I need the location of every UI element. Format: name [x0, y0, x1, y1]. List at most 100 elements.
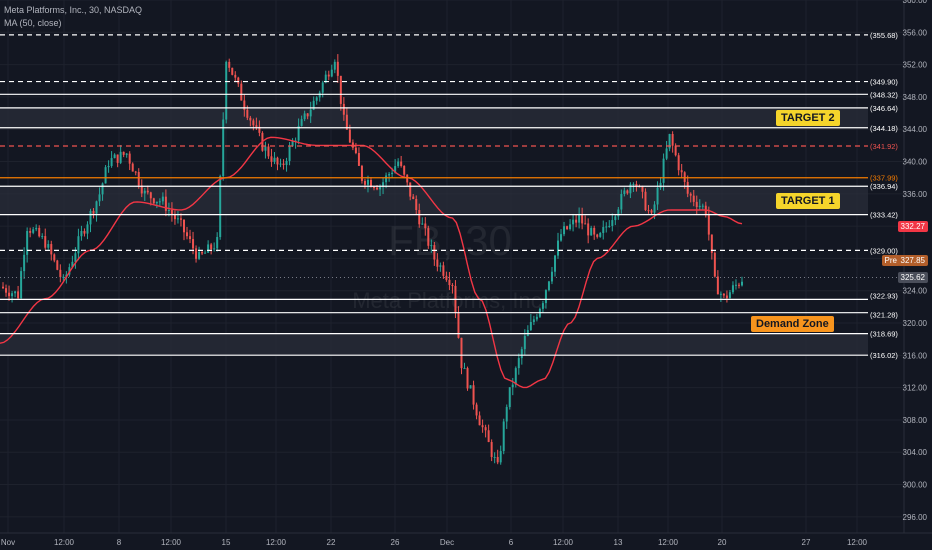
candle-body — [490, 442, 493, 458]
candle-body — [240, 83, 243, 101]
x-tick-label: 12:00 — [658, 538, 679, 547]
candle-body — [116, 154, 119, 163]
candle-body — [547, 281, 550, 291]
time-axis[interactable]: Nov 12:00 8 12:00 15 12:00 22 26 Dec 6 12:00 13 12:0… — [1, 538, 868, 547]
candle-body — [56, 260, 59, 270]
candle-body — [110, 158, 113, 166]
candle-body — [593, 227, 596, 235]
candle-body — [611, 220, 614, 226]
candle-body — [2, 286, 5, 289]
candle-body — [466, 368, 469, 389]
candle-body — [252, 120, 255, 126]
candle-body — [695, 201, 698, 208]
candle-body — [35, 227, 38, 230]
level-label: (344.18) — [870, 124, 898, 133]
candle-body — [662, 158, 665, 183]
candle-body — [258, 126, 261, 133]
candle-body — [255, 125, 258, 127]
candle-body — [270, 156, 273, 162]
candle-body — [47, 244, 50, 248]
level-label: (349.90) — [870, 78, 898, 87]
candle-body — [599, 233, 602, 237]
candle-body — [26, 231, 29, 255]
candle-body — [83, 231, 86, 234]
candle-body — [575, 219, 578, 223]
candle-body — [20, 271, 23, 299]
candle-body — [101, 183, 104, 195]
candle-body — [291, 141, 294, 147]
x-tick-label: 12:00 — [54, 538, 75, 547]
watermark-symbol: FB, 30 — [388, 217, 512, 264]
y-tick-label: 304.00 — [903, 448, 928, 457]
x-tick-label: Dec — [440, 538, 454, 547]
candle-body — [237, 77, 240, 84]
candle-body — [737, 284, 740, 286]
candle-body — [134, 171, 137, 173]
candle-body — [376, 187, 379, 190]
candle-body — [427, 228, 430, 246]
candle-body — [578, 214, 581, 223]
candle-body — [605, 226, 608, 228]
x-tick-label: 20 — [718, 538, 727, 547]
candle-body — [511, 384, 514, 388]
level-label: (333.42) — [870, 211, 898, 220]
candle-body — [659, 182, 662, 188]
candle-body — [644, 191, 647, 211]
candle-body — [587, 223, 590, 236]
demand-zone-tag: Demand Zone — [751, 316, 834, 332]
candle-body — [282, 163, 285, 165]
candle-body — [131, 163, 134, 172]
zone-band — [0, 107, 868, 128]
x-tick-label: 12:00 — [847, 538, 868, 547]
candle-body — [234, 74, 237, 78]
candle-body — [170, 209, 173, 215]
candle-body — [164, 196, 167, 211]
candle-body — [357, 153, 360, 166]
candle-body — [119, 151, 122, 163]
candle-body — [439, 265, 442, 267]
candle-body — [584, 223, 587, 225]
candle-body — [581, 214, 584, 224]
candle-body — [553, 255, 556, 272]
candle-body — [71, 261, 74, 268]
candle-body — [128, 153, 131, 164]
candle-body — [686, 181, 689, 194]
candle-body — [8, 292, 11, 297]
y-tick-label: 296.00 — [903, 513, 928, 522]
candle-body — [321, 82, 324, 93]
candle-body — [379, 186, 382, 190]
candle-body — [635, 184, 638, 187]
candle-body — [370, 179, 372, 188]
y-tick-label: 360.00 — [903, 0, 928, 5]
levels: (355.68) (349.90) (348.32) (346.64) (344.18)… — [0, 31, 898, 360]
candle-body — [665, 148, 668, 159]
candle-body — [29, 231, 32, 233]
candle-body — [632, 184, 635, 186]
y-tick-label: 300.00 — [903, 481, 928, 490]
indicator-label: MA (50, close) — [4, 18, 62, 28]
y-tick-label: 316.00 — [903, 351, 928, 360]
candle-body — [198, 252, 201, 259]
candle-body — [59, 269, 62, 278]
y-tick-label: 320.00 — [903, 319, 928, 328]
candle-body — [382, 182, 385, 187]
candle-body — [683, 172, 686, 182]
candle-body — [692, 195, 695, 202]
candle-body — [11, 293, 14, 297]
candle-body — [674, 145, 677, 156]
candle-body — [725, 295, 728, 299]
chart-title: Meta Platforms, Inc., 30, NASDAQ — [4, 5, 143, 15]
candle-body — [324, 74, 327, 83]
candle-body — [677, 155, 680, 171]
candle-body — [653, 204, 656, 213]
candle-body — [626, 190, 629, 194]
candle-body — [421, 223, 424, 225]
candle-body — [228, 61, 231, 68]
candle-body — [173, 214, 176, 220]
candle-body — [246, 109, 249, 118]
pre-label-badge: Pre — [881, 255, 900, 266]
candle-body — [104, 167, 107, 184]
candle-body — [50, 244, 53, 255]
